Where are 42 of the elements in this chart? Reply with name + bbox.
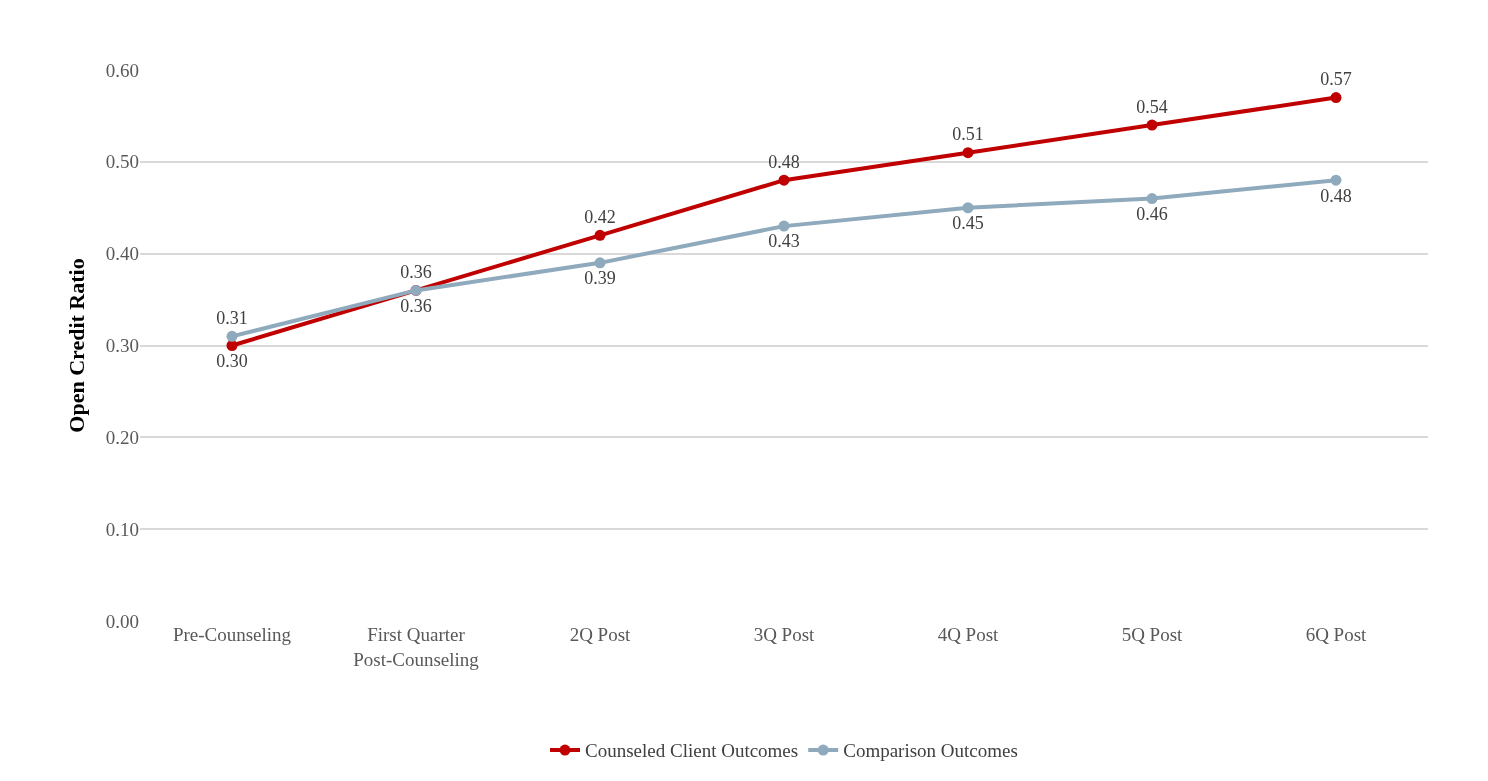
data-label: 0.48 — [768, 151, 800, 172]
data-label: 0.45 — [952, 213, 984, 234]
data-label: 0.46 — [1136, 203, 1168, 224]
y-tick-label: 0.40 — [105, 243, 139, 265]
y-tick-label: 0.50 — [105, 151, 139, 173]
y-tick-label: 0.30 — [105, 335, 139, 357]
x-tick-label: 4Q Post — [937, 624, 1000, 645]
y-tick-label: 0.10 — [105, 518, 139, 540]
x-tick-label: 5Q Post — [1121, 624, 1184, 645]
y-axis-title: Open Credit Ratio — [63, 258, 89, 433]
point — [778, 220, 790, 232]
y-tick-label: 0.60 — [105, 59, 139, 81]
point — [1330, 92, 1342, 104]
x-tick-label: 6Q Post — [1305, 624, 1368, 645]
point — [594, 229, 606, 241]
x-tick-label: 3Q Post — [753, 624, 816, 645]
data-label: 0.54 — [1136, 96, 1168, 117]
point — [962, 202, 974, 214]
data-label: 0.51 — [952, 124, 984, 145]
y-tick-label: 0.20 — [105, 426, 139, 448]
legend-label: Comparison Outcomes — [843, 740, 1018, 762]
y-tick-label: 0.00 — [105, 610, 139, 632]
point — [1330, 174, 1342, 186]
data-label: 0.43 — [768, 231, 800, 252]
data-label: 0.31 — [216, 307, 248, 328]
point — [962, 147, 974, 159]
point — [594, 257, 606, 269]
x-tick-label: 2Q Post — [569, 624, 632, 645]
point — [1146, 193, 1158, 205]
data-label: 0.39 — [584, 268, 616, 289]
data-label: 0.36 — [400, 295, 432, 316]
point — [778, 174, 790, 186]
point — [1146, 119, 1158, 131]
data-label: 0.42 — [584, 206, 616, 227]
legend-label: Counseled Client Outcomes — [585, 740, 799, 762]
x-tick-label: First Quarter Post-Counseling — [353, 624, 480, 670]
data-label: 0.30 — [216, 350, 248, 371]
data-label: 0.36 — [400, 262, 432, 283]
data-label: 0.48 — [1320, 185, 1352, 206]
x-tick-label: Pre-Counseling — [172, 624, 292, 645]
data-label: 0.57 — [1320, 69, 1352, 90]
point — [226, 330, 238, 342]
